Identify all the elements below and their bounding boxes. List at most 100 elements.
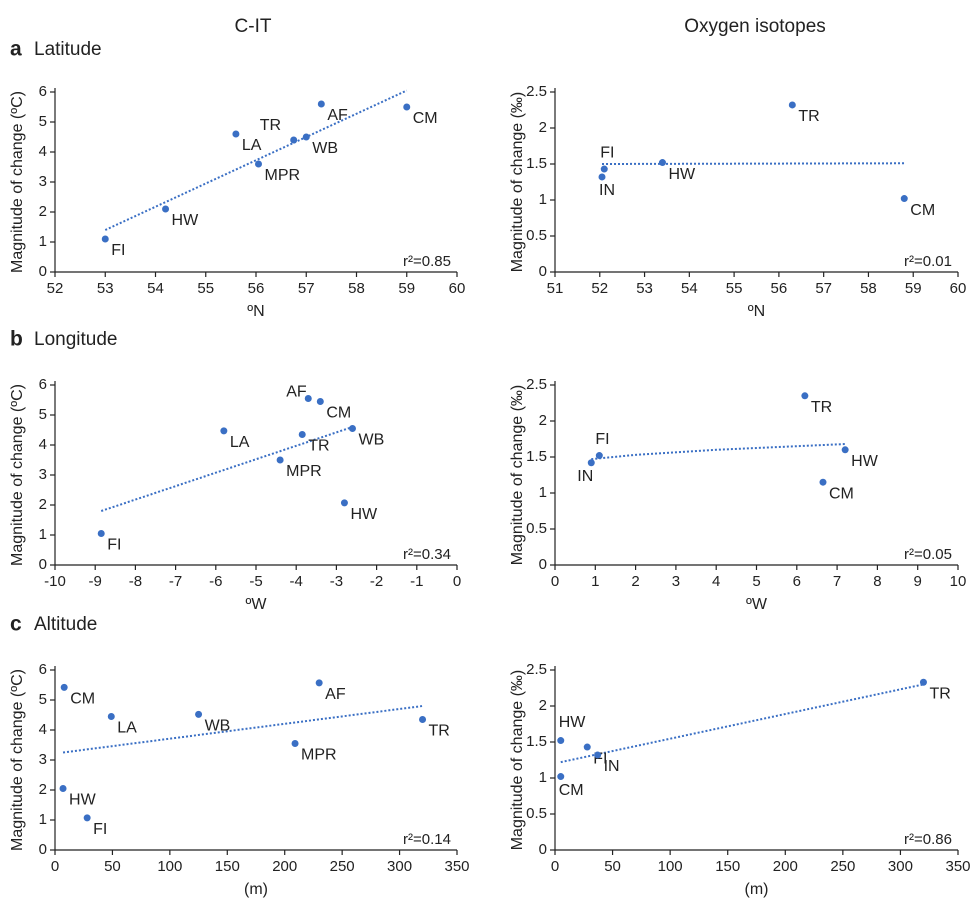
y-tick-label: 5 xyxy=(39,406,47,423)
point-label: FI xyxy=(107,537,121,554)
data-point xyxy=(900,195,908,203)
x-tick-label: 6 xyxy=(793,573,801,590)
y-axis-label: Magnitude of change (‰) xyxy=(509,92,526,273)
y-tick-label: 2 xyxy=(539,119,547,136)
annotation: r²=0.34 xyxy=(403,546,451,563)
data-point xyxy=(919,678,927,686)
x-axis-label: ºN xyxy=(748,303,765,320)
x-tick-label: 150 xyxy=(215,858,240,875)
x-tick-label: -6 xyxy=(209,573,222,590)
row-label: Altitude xyxy=(34,614,97,635)
annotation: r²=0.86 xyxy=(904,831,952,848)
data-point xyxy=(658,159,666,167)
column-title: Oxygen isotopes xyxy=(684,16,826,37)
point-label: MPR xyxy=(286,463,322,480)
y-tick-label: 3 xyxy=(39,751,47,768)
data-point xyxy=(801,392,809,400)
x-tick-label: 4 xyxy=(712,573,720,590)
point-label: HW xyxy=(559,714,587,731)
point-label: FI xyxy=(93,821,107,838)
data-point xyxy=(276,456,284,464)
point-label: AF xyxy=(327,107,348,124)
trend-line xyxy=(104,89,408,231)
y-tick-label: 5 xyxy=(39,113,47,130)
point-label: HW xyxy=(69,792,97,809)
y-tick-label: 0 xyxy=(539,556,547,573)
x-tick-label: -10 xyxy=(44,573,66,590)
x-tick-label: 60 xyxy=(950,280,967,297)
column-title: C-IT xyxy=(235,16,272,37)
point-label: IN xyxy=(577,468,593,485)
x-tick-label: 57 xyxy=(815,280,832,297)
point-label: TR xyxy=(811,399,832,416)
x-tick-label: 300 xyxy=(387,858,412,875)
y-tick-label: 2 xyxy=(39,496,47,513)
y-axis-label: Magnitude of change (ºC) xyxy=(9,384,26,566)
data-point xyxy=(59,785,67,792)
x-tick-label: -3 xyxy=(330,573,343,590)
data-point xyxy=(107,713,115,720)
y-tick-label: 6 xyxy=(39,376,47,393)
annotation: r²=0.05 xyxy=(904,546,952,563)
row-label: Longitude xyxy=(34,329,117,350)
x-tick-label: 7 xyxy=(833,573,841,590)
trend-line xyxy=(591,443,846,461)
point-label: MPR xyxy=(265,167,301,184)
x-tick-label: 0 xyxy=(551,858,559,875)
x-tick-label: 53 xyxy=(636,280,653,297)
point-label: LA xyxy=(117,720,137,737)
y-tick-label: 0 xyxy=(39,263,47,280)
point-label: LA xyxy=(230,434,250,451)
data-point xyxy=(290,136,298,144)
data-point xyxy=(595,452,603,460)
y-tick-label: 1 xyxy=(539,191,547,208)
x-tick-label: 0 xyxy=(51,858,59,875)
x-tick-label: 58 xyxy=(348,280,365,297)
x-tick-label: 100 xyxy=(157,858,182,875)
x-tick-label: 150 xyxy=(715,858,740,875)
data-point xyxy=(232,130,240,138)
trend-line xyxy=(602,162,905,165)
point-label: LA xyxy=(242,137,262,154)
trend-line xyxy=(100,426,353,512)
data-point xyxy=(60,683,68,691)
point-label: TR xyxy=(929,685,950,702)
data-point xyxy=(162,205,170,213)
x-tick-label: 0 xyxy=(551,573,559,590)
data-point xyxy=(315,679,323,687)
x-tick-label: 59 xyxy=(398,280,415,297)
data-point xyxy=(587,459,595,467)
point-label: WB xyxy=(312,140,338,157)
point-label: AF xyxy=(286,384,307,401)
y-tick-label: 0.5 xyxy=(526,805,547,822)
x-tick-label: 2 xyxy=(631,573,639,590)
point-label: CM xyxy=(326,405,351,422)
point-label: HW xyxy=(668,166,696,183)
data-point xyxy=(819,478,827,486)
y-tick-label: 1 xyxy=(39,811,47,828)
y-tick-label: 0 xyxy=(39,841,47,858)
x-tick-label: 54 xyxy=(681,280,698,297)
point-label: CM xyxy=(413,110,438,127)
data-point xyxy=(557,737,565,745)
point-label: TR xyxy=(260,117,281,134)
y-axis-label: Magnitude of change (‰) xyxy=(509,670,526,851)
point-label: IN xyxy=(599,182,615,199)
y-tick-label: 4 xyxy=(39,721,47,738)
point-label: IN xyxy=(604,758,620,775)
data-point xyxy=(195,710,203,718)
y-tick-label: 2 xyxy=(39,203,47,220)
y-tick-label: 1.5 xyxy=(526,155,547,172)
x-axis-label: ºN xyxy=(247,303,264,320)
trend-line xyxy=(560,683,924,764)
data-point xyxy=(419,716,427,723)
y-tick-label: 0.5 xyxy=(526,227,547,244)
point-label: CM xyxy=(70,691,95,708)
x-tick-label: 200 xyxy=(773,858,798,875)
point-label: AF xyxy=(325,686,346,703)
y-tick-label: 0 xyxy=(539,263,547,280)
x-tick-label: 250 xyxy=(830,858,855,875)
x-tick-label: 5 xyxy=(752,573,760,590)
annotation: r²=0.85 xyxy=(403,253,451,270)
